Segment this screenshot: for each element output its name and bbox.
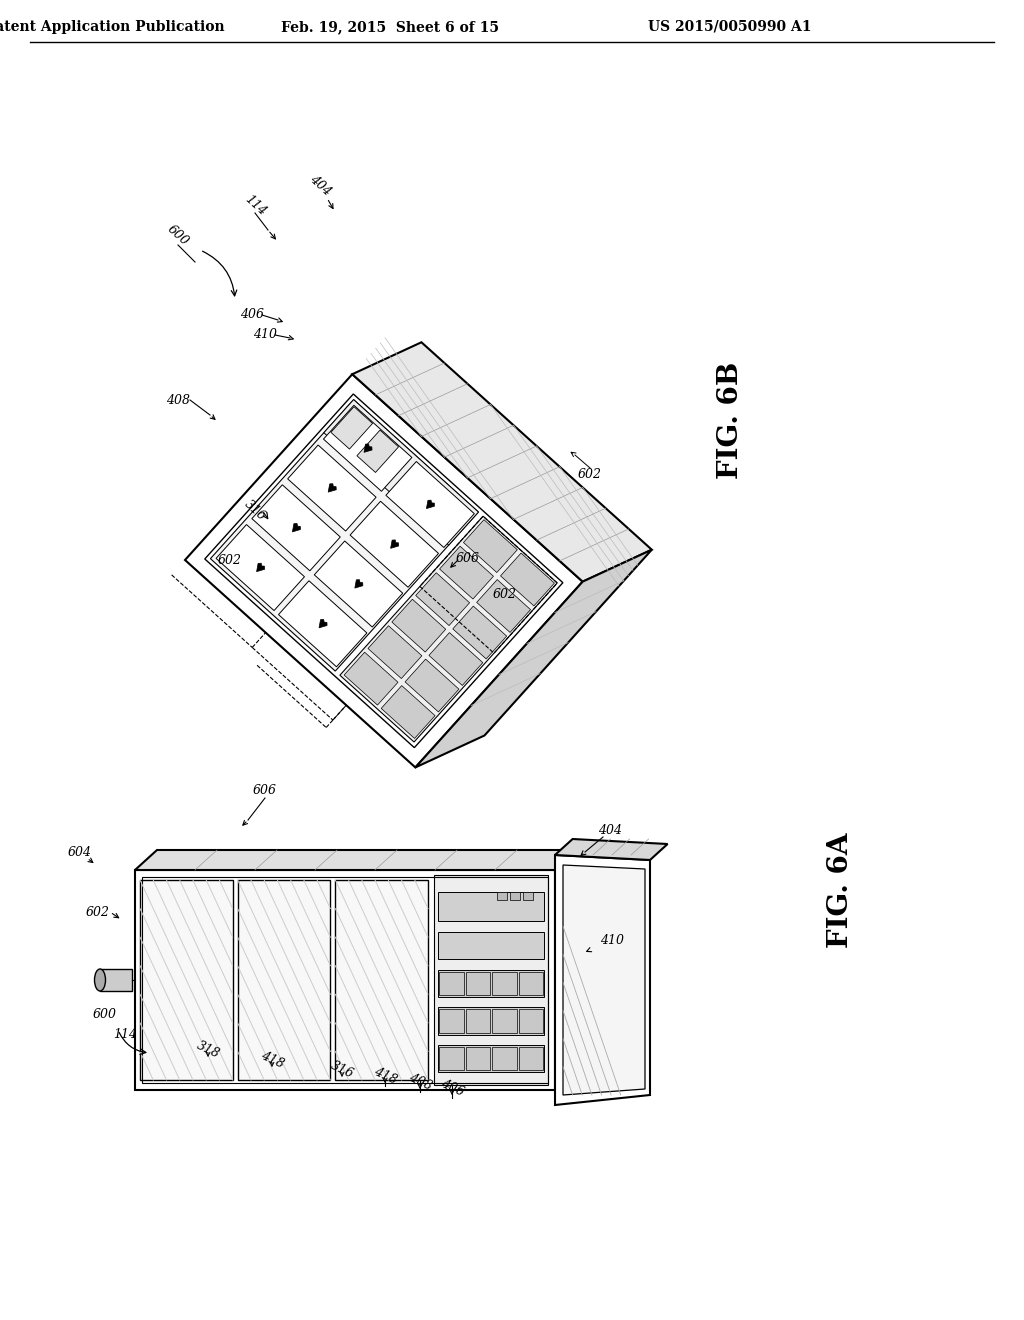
Text: 602: 602 (578, 469, 602, 482)
Polygon shape (476, 579, 530, 632)
Polygon shape (466, 1010, 490, 1032)
Polygon shape (416, 573, 470, 626)
Polygon shape (563, 865, 645, 1096)
Polygon shape (350, 502, 438, 587)
Polygon shape (368, 626, 422, 678)
Polygon shape (257, 564, 264, 572)
Text: FIG. 6A: FIG. 6A (826, 832, 853, 948)
Text: 404: 404 (598, 824, 622, 837)
Polygon shape (364, 444, 372, 453)
Polygon shape (453, 606, 507, 659)
Polygon shape (438, 1045, 544, 1072)
Text: 606: 606 (253, 784, 278, 796)
Text: 600: 600 (165, 222, 191, 248)
Text: 600: 600 (93, 1008, 117, 1022)
Polygon shape (288, 445, 376, 531)
Polygon shape (492, 1010, 516, 1032)
Polygon shape (416, 549, 652, 767)
Polygon shape (438, 932, 544, 960)
Polygon shape (279, 581, 367, 667)
Polygon shape (331, 407, 373, 449)
Polygon shape (210, 400, 478, 671)
Polygon shape (438, 969, 544, 997)
Polygon shape (392, 599, 445, 652)
Polygon shape (518, 1047, 543, 1071)
Text: 602: 602 (218, 553, 242, 566)
Polygon shape (344, 652, 398, 705)
Text: 406: 406 (438, 1077, 466, 1100)
Polygon shape (466, 1047, 490, 1071)
Text: 604: 604 (68, 846, 92, 858)
Polygon shape (406, 659, 459, 711)
Polygon shape (518, 972, 543, 995)
Text: 316: 316 (242, 498, 268, 523)
Polygon shape (319, 619, 327, 628)
Text: 410: 410 (600, 933, 624, 946)
Polygon shape (324, 405, 412, 491)
Polygon shape (439, 546, 494, 599)
Polygon shape (492, 972, 516, 995)
Polygon shape (381, 685, 435, 738)
Polygon shape (497, 892, 507, 900)
Polygon shape (555, 840, 668, 861)
Text: 404: 404 (307, 172, 333, 198)
Text: 606: 606 (456, 552, 480, 565)
Polygon shape (439, 972, 464, 995)
Text: Patent Application Publication: Patent Application Publication (0, 20, 225, 34)
Text: 408: 408 (407, 1071, 433, 1093)
Polygon shape (555, 855, 650, 1105)
Text: 418: 418 (372, 1065, 398, 1086)
Polygon shape (352, 342, 652, 582)
Text: 318: 318 (195, 1039, 221, 1061)
Text: FIG. 6B: FIG. 6B (717, 362, 743, 479)
Polygon shape (216, 524, 304, 611)
Polygon shape (426, 500, 434, 508)
Text: 114: 114 (113, 1028, 137, 1041)
Text: 114: 114 (242, 193, 268, 218)
Polygon shape (438, 892, 544, 921)
Polygon shape (355, 579, 362, 589)
Polygon shape (340, 516, 557, 742)
Text: 408: 408 (166, 393, 190, 407)
Text: 602: 602 (86, 906, 110, 919)
Polygon shape (466, 972, 490, 995)
Polygon shape (335, 880, 428, 1080)
Polygon shape (510, 892, 520, 900)
Polygon shape (293, 524, 300, 532)
Polygon shape (434, 875, 548, 1085)
Polygon shape (429, 632, 482, 685)
Polygon shape (518, 1010, 543, 1032)
Polygon shape (522, 892, 532, 900)
Polygon shape (238, 880, 331, 1080)
Ellipse shape (94, 969, 105, 991)
Text: 418: 418 (258, 1049, 286, 1071)
Polygon shape (386, 462, 474, 548)
Polygon shape (501, 553, 554, 606)
Polygon shape (135, 850, 577, 870)
Polygon shape (185, 374, 583, 767)
Polygon shape (357, 430, 398, 473)
Polygon shape (100, 969, 132, 991)
Polygon shape (390, 540, 398, 548)
Text: Feb. 19, 2015  Sheet 6 of 15: Feb. 19, 2015 Sheet 6 of 15 (281, 20, 499, 34)
Text: US 2015/0050990 A1: US 2015/0050990 A1 (648, 20, 812, 34)
Polygon shape (135, 870, 555, 1090)
Polygon shape (252, 484, 340, 570)
Polygon shape (492, 1047, 516, 1071)
Text: 316: 316 (329, 1059, 355, 1081)
Text: 602: 602 (493, 589, 517, 602)
Polygon shape (439, 1047, 464, 1071)
Text: 406: 406 (240, 309, 264, 322)
Polygon shape (324, 400, 478, 545)
Polygon shape (439, 1010, 464, 1032)
Polygon shape (140, 880, 232, 1080)
Polygon shape (329, 483, 336, 492)
Polygon shape (438, 1007, 544, 1035)
Text: 410: 410 (253, 329, 278, 342)
Polygon shape (314, 541, 402, 627)
Polygon shape (464, 520, 517, 573)
